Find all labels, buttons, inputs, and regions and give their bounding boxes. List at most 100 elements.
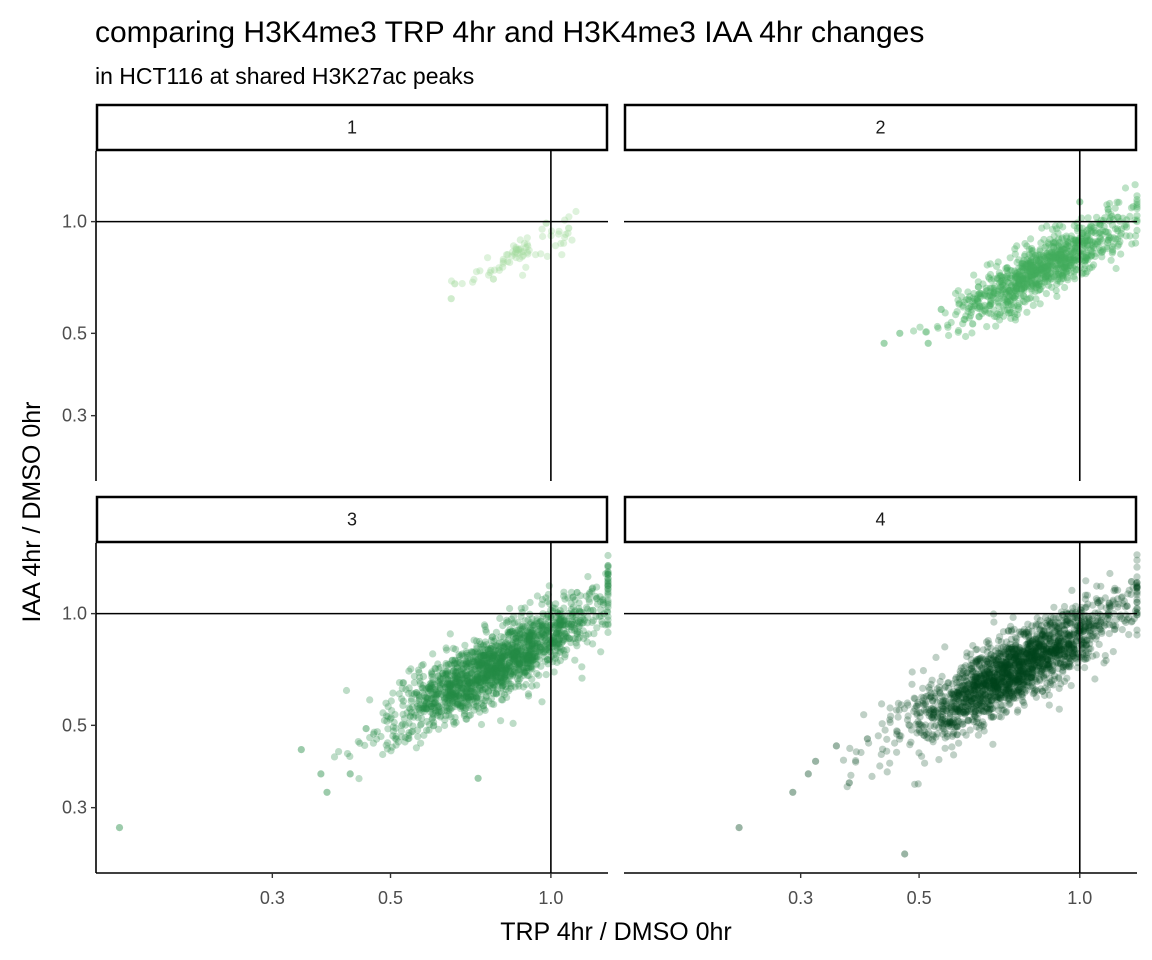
data-point bbox=[1013, 290, 1021, 298]
data-point bbox=[1103, 245, 1111, 253]
data-point bbox=[1012, 288, 1020, 296]
chart-title: comparing H3K4me3 TRP 4hr and H3K4me3 IA… bbox=[95, 16, 924, 49]
data-point bbox=[561, 651, 569, 659]
data-point bbox=[919, 667, 928, 675]
data-point bbox=[924, 339, 932, 347]
data-point bbox=[1067, 269, 1075, 277]
data-point bbox=[1023, 280, 1031, 288]
data-point bbox=[504, 251, 512, 259]
data-point bbox=[568, 236, 576, 244]
data-point bbox=[969, 294, 977, 302]
data-point bbox=[1061, 252, 1069, 260]
data-point bbox=[1007, 275, 1015, 283]
data-point bbox=[1061, 264, 1069, 272]
data-point bbox=[432, 665, 440, 673]
data-point bbox=[1054, 229, 1062, 237]
data-point bbox=[951, 289, 960, 298]
data-point bbox=[515, 246, 523, 254]
data-point bbox=[1083, 226, 1091, 235]
data-point bbox=[1059, 263, 1067, 272]
data-point bbox=[1054, 251, 1062, 259]
data-point bbox=[933, 322, 942, 331]
data-point bbox=[1027, 271, 1035, 280]
data-point bbox=[1048, 283, 1056, 291]
data-point bbox=[479, 686, 487, 694]
data-point bbox=[1044, 262, 1052, 270]
data-point bbox=[506, 604, 514, 613]
data-point bbox=[1029, 263, 1038, 271]
data-point bbox=[975, 290, 984, 298]
data-point bbox=[1034, 262, 1042, 270]
data-point bbox=[1045, 701, 1053, 709]
data-point bbox=[1097, 582, 1105, 590]
data-point bbox=[994, 299, 1002, 307]
data-point bbox=[1081, 257, 1089, 265]
data-point bbox=[1036, 259, 1044, 267]
data-point bbox=[604, 563, 612, 571]
data-point bbox=[969, 298, 977, 306]
data-point bbox=[1055, 235, 1063, 243]
data-point bbox=[990, 618, 998, 626]
data-point bbox=[987, 300, 995, 308]
data-point bbox=[1052, 266, 1060, 274]
data-point bbox=[1081, 242, 1089, 250]
data-point bbox=[1006, 289, 1015, 297]
data-point bbox=[1018, 285, 1026, 293]
data-point bbox=[883, 735, 891, 743]
x-tick-label: 0.5 bbox=[378, 888, 403, 908]
data-point bbox=[1013, 287, 1021, 295]
data-point bbox=[1133, 198, 1141, 206]
data-point bbox=[990, 652, 998, 660]
data-point bbox=[1041, 244, 1049, 252]
data-point bbox=[1087, 241, 1095, 249]
data-point bbox=[1133, 200, 1141, 209]
data-point bbox=[373, 728, 381, 736]
data-point bbox=[947, 704, 956, 712]
data-point bbox=[499, 263, 507, 271]
data-point bbox=[565, 213, 573, 221]
data-point bbox=[494, 685, 502, 693]
data-point bbox=[1037, 269, 1045, 277]
data-point bbox=[975, 680, 983, 688]
data-point bbox=[1070, 248, 1078, 256]
data-point bbox=[1089, 242, 1097, 250]
data-point bbox=[1061, 263, 1069, 271]
data-point bbox=[461, 641, 469, 649]
data-point bbox=[1041, 254, 1049, 262]
data-point bbox=[908, 680, 916, 688]
data-point bbox=[1025, 261, 1033, 269]
data-point bbox=[1006, 296, 1015, 304]
data-point bbox=[510, 668, 518, 676]
data-point bbox=[1018, 285, 1026, 293]
data-point bbox=[1010, 278, 1018, 286]
data-point bbox=[399, 697, 407, 705]
data-point bbox=[509, 719, 517, 728]
data-point bbox=[735, 824, 743, 832]
data-point bbox=[1044, 257, 1052, 265]
data-point bbox=[1072, 256, 1080, 264]
data-point bbox=[789, 788, 797, 796]
data-point bbox=[1104, 236, 1112, 244]
data-point bbox=[1039, 268, 1047, 276]
data-point bbox=[1072, 237, 1080, 245]
data-point bbox=[1059, 271, 1067, 279]
data-point bbox=[1067, 247, 1075, 255]
data-point bbox=[1015, 303, 1023, 311]
data-point bbox=[1043, 264, 1051, 272]
data-point bbox=[520, 239, 529, 247]
data-point bbox=[515, 663, 523, 671]
data-point bbox=[1088, 263, 1096, 271]
data-point bbox=[1023, 265, 1031, 274]
data-point bbox=[950, 751, 958, 759]
data-point bbox=[1063, 274, 1071, 282]
data-point bbox=[1046, 268, 1054, 276]
data-point bbox=[1027, 276, 1035, 284]
data-point bbox=[414, 714, 422, 722]
data-point bbox=[1065, 262, 1073, 270]
data-point bbox=[1056, 255, 1064, 263]
data-point bbox=[576, 629, 584, 637]
data-point bbox=[1104, 205, 1112, 213]
data-point bbox=[1133, 631, 1141, 639]
data-point bbox=[1003, 264, 1011, 272]
data-point bbox=[955, 689, 964, 697]
